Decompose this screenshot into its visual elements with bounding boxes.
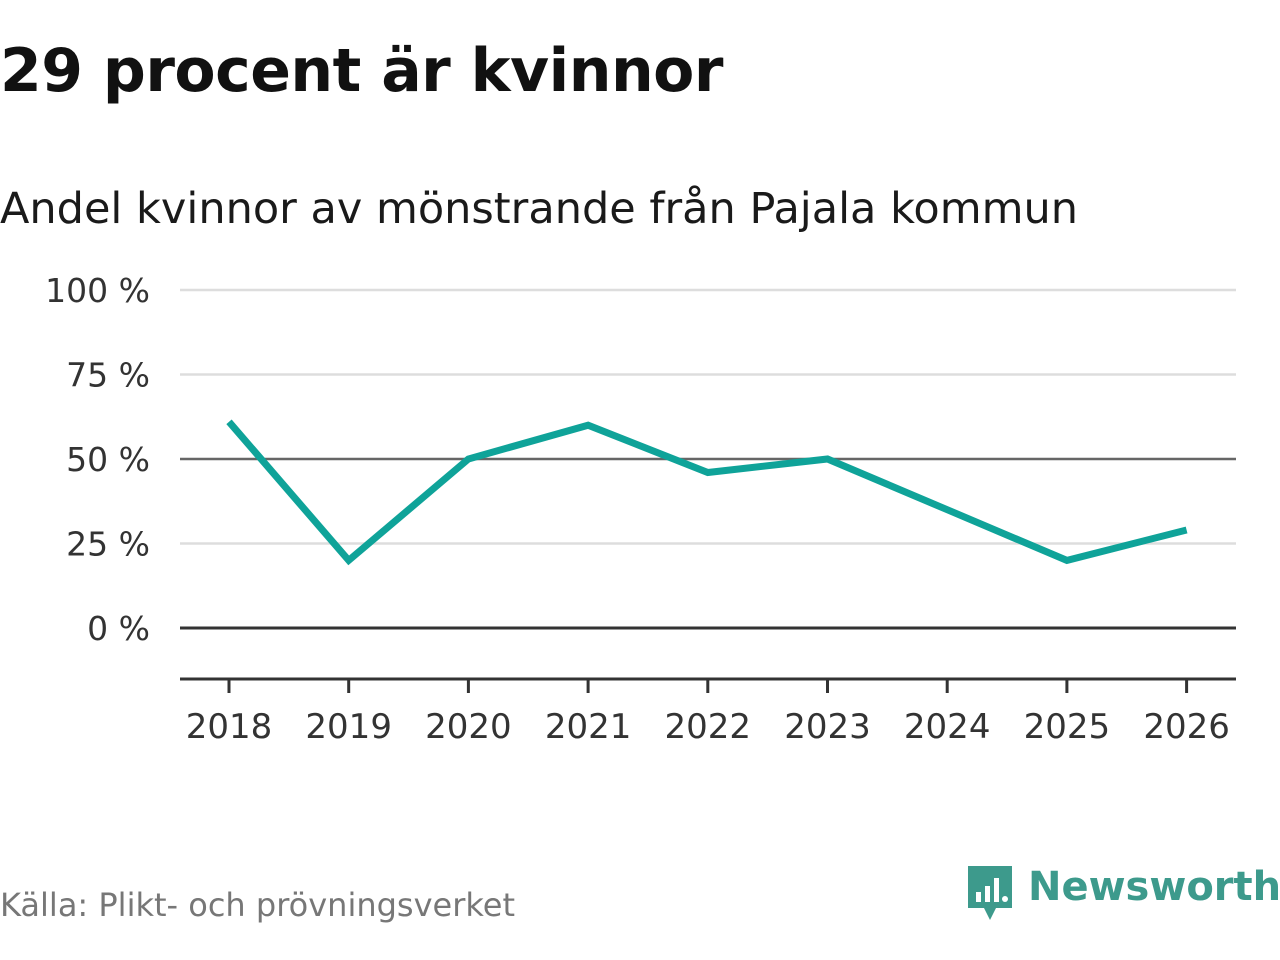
x-tick-label: 2023 xyxy=(784,707,871,747)
x-tick-label: 2025 xyxy=(1024,707,1111,747)
x-tick-label: 2018 xyxy=(186,707,273,747)
brand-name: Newsworthy xyxy=(1028,864,1280,910)
brand-logo: Newsworthy xyxy=(964,862,1280,924)
chart-subtitle: Andel kvinnor av mönstrande från Pajala … xyxy=(0,184,1079,234)
newsworthy-logo-icon xyxy=(968,866,1012,920)
source-note: Källa: Plikt- och prövningsverket xyxy=(0,886,515,924)
y-tick-label: 50 % xyxy=(66,440,150,479)
x-tick-label: 2020 xyxy=(425,707,512,747)
y-tick-label: 0 % xyxy=(87,609,150,648)
y-tick-label: 100 % xyxy=(45,271,150,310)
series-line xyxy=(226,419,1188,566)
x-tick-label: 2022 xyxy=(665,707,752,747)
y-tick-label: 25 % xyxy=(66,525,150,564)
x-tick-label: 2026 xyxy=(1143,707,1230,747)
x-tick-label: 2019 xyxy=(305,707,392,747)
chart-title: 29 procent är kvinnor xyxy=(0,36,723,106)
y-tick-label: 75 % xyxy=(66,356,150,395)
x-tick-label: 2024 xyxy=(904,707,991,747)
x-tick-label: 2021 xyxy=(545,707,632,747)
